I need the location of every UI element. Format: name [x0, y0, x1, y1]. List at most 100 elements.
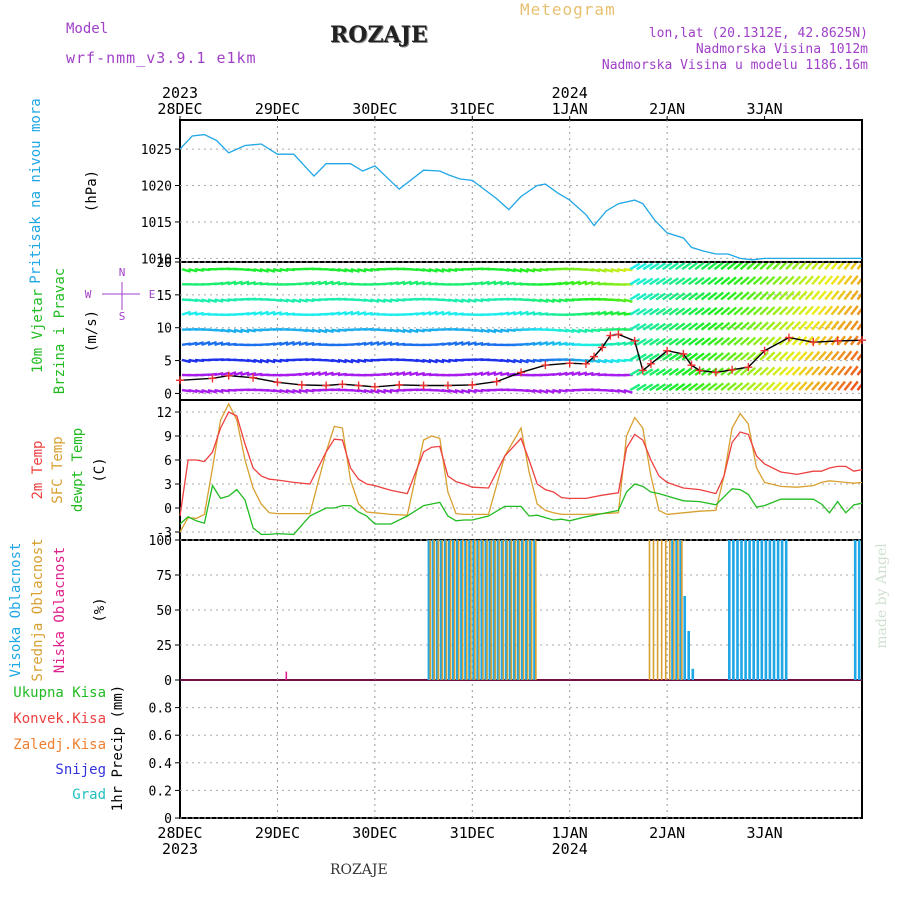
wind-arrow: [837, 275, 846, 286]
wind-arrow: [778, 351, 789, 361]
cloud-bar-high: [496, 540, 500, 680]
wind-arrow: [584, 311, 594, 316]
header-model-elevation: Nadmorska Visina u modelu 1186.16m: [601, 58, 868, 73]
wind-arrow: [636, 277, 647, 286]
wind-gust-marker: [297, 380, 306, 389]
wind-arrow: [279, 311, 289, 316]
temp-ylabel-unit: (C): [92, 457, 108, 482]
wind-arrow: [681, 307, 692, 316]
wind-arrow: [422, 310, 432, 316]
wind-arrow: [739, 291, 750, 301]
wind-arrow: [344, 310, 354, 316]
wind-gust-marker: [663, 346, 672, 355]
cloud-bar-mid: [482, 540, 484, 680]
wind-arrow: [207, 340, 217, 346]
wind-arrow: [746, 306, 757, 316]
wind-arrow: [623, 388, 633, 394]
wind-arrow: [804, 350, 814, 361]
wind-arrow: [850, 350, 859, 361]
wind-arrow: [376, 388, 386, 394]
wind-arrow: [253, 358, 263, 364]
wind-arrow: [843, 380, 853, 391]
cloud-bar-high: [683, 596, 686, 680]
wind-arrow: [460, 340, 471, 346]
wind-arrow: [415, 280, 425, 286]
wind-arrow: [746, 291, 757, 301]
wind-arrow: [843, 274, 853, 286]
wind-arrow: [636, 338, 647, 346]
wind-arrow: [214, 388, 224, 394]
wind-arrow: [837, 320, 846, 331]
cloud-bar-mid: [474, 540, 476, 680]
wind-arrow: [733, 276, 744, 286]
wind-arrow: [519, 358, 529, 364]
wind-arrow: [506, 310, 516, 316]
wind-arrow: [188, 388, 198, 394]
wind-arrow: [804, 290, 814, 301]
wind-arrow: [597, 358, 607, 364]
wind-arrow: [759, 366, 769, 376]
wind-arrow: [616, 298, 627, 303]
wind-gust-marker: [541, 361, 550, 370]
wind-arrow: [649, 368, 660, 377]
cloud-bar-high: [456, 540, 459, 680]
wind-arrow: [765, 275, 776, 286]
cloud-bar-high: [521, 540, 524, 680]
xtick-label-top: 28DEC: [157, 100, 202, 118]
wind-arrow: [480, 280, 490, 286]
wind-arrow: [552, 388, 562, 394]
wind-arrow: [837, 350, 846, 361]
wind-arrow: [668, 277, 679, 286]
wind-arrow: [804, 366, 814, 376]
cloud-bar-mid: [445, 540, 448, 680]
wind-arrow: [545, 388, 555, 394]
wind-arrow: [785, 263, 794, 271]
cloud-bar-mid: [673, 540, 675, 680]
cloud-bar-high: [744, 540, 747, 680]
wind-arrow: [759, 275, 769, 286]
wind-arrow: [538, 340, 549, 346]
wind-arrow: [272, 268, 282, 273]
wind-arrow: [798, 366, 808, 376]
wind-arrow: [759, 381, 769, 391]
wind-arrow: [694, 307, 705, 316]
compass-rose-icon: [102, 282, 140, 310]
wind-arrow: [558, 281, 568, 286]
wind-gust-marker: [468, 380, 477, 389]
wind-arrow: [830, 320, 840, 331]
wind-arrow: [259, 310, 269, 316]
wind-arrow: [370, 340, 380, 346]
wind-arrow: [642, 263, 654, 271]
pressure-line: [179, 133, 862, 261]
wind-arrow: [636, 383, 647, 392]
wind-arrow: [292, 298, 302, 304]
wind-arrow: [428, 358, 438, 364]
wind-arrow: [817, 263, 826, 270]
cloud-bar-high: [736, 540, 739, 680]
wind-arrow: [746, 366, 757, 376]
wind-arrow: [240, 280, 250, 286]
wind-arrow: [700, 352, 712, 361]
ytick-label-precip: 0.8: [149, 702, 172, 717]
wind-arrow: [480, 371, 490, 377]
ytick-label-temperature: 12: [156, 406, 172, 421]
cloud-bar-mid: [530, 603, 533, 680]
wind-arrow: [486, 328, 497, 334]
wind-arrow: [181, 268, 192, 273]
wind-arrow: [532, 341, 542, 346]
wind-gust-marker: [630, 336, 639, 345]
wind-arrow: [752, 291, 763, 301]
wind-arrow: [519, 268, 529, 273]
wind-arrow: [636, 353, 647, 361]
wind-arrow: [752, 306, 763, 316]
wind-arrow: [454, 388, 464, 394]
wind-arrow: [214, 298, 224, 303]
wind-arrow: [811, 320, 821, 331]
wind-arrow: [493, 328, 503, 334]
wind-arrow: [726, 291, 737, 301]
wind-arrow: [798, 381, 808, 391]
wind-arrow: [694, 352, 705, 361]
cloud-bar-mid: [526, 540, 529, 680]
temp-ylabel-dew: dewpt Temp: [70, 428, 86, 512]
wind-arrow: [662, 367, 673, 376]
